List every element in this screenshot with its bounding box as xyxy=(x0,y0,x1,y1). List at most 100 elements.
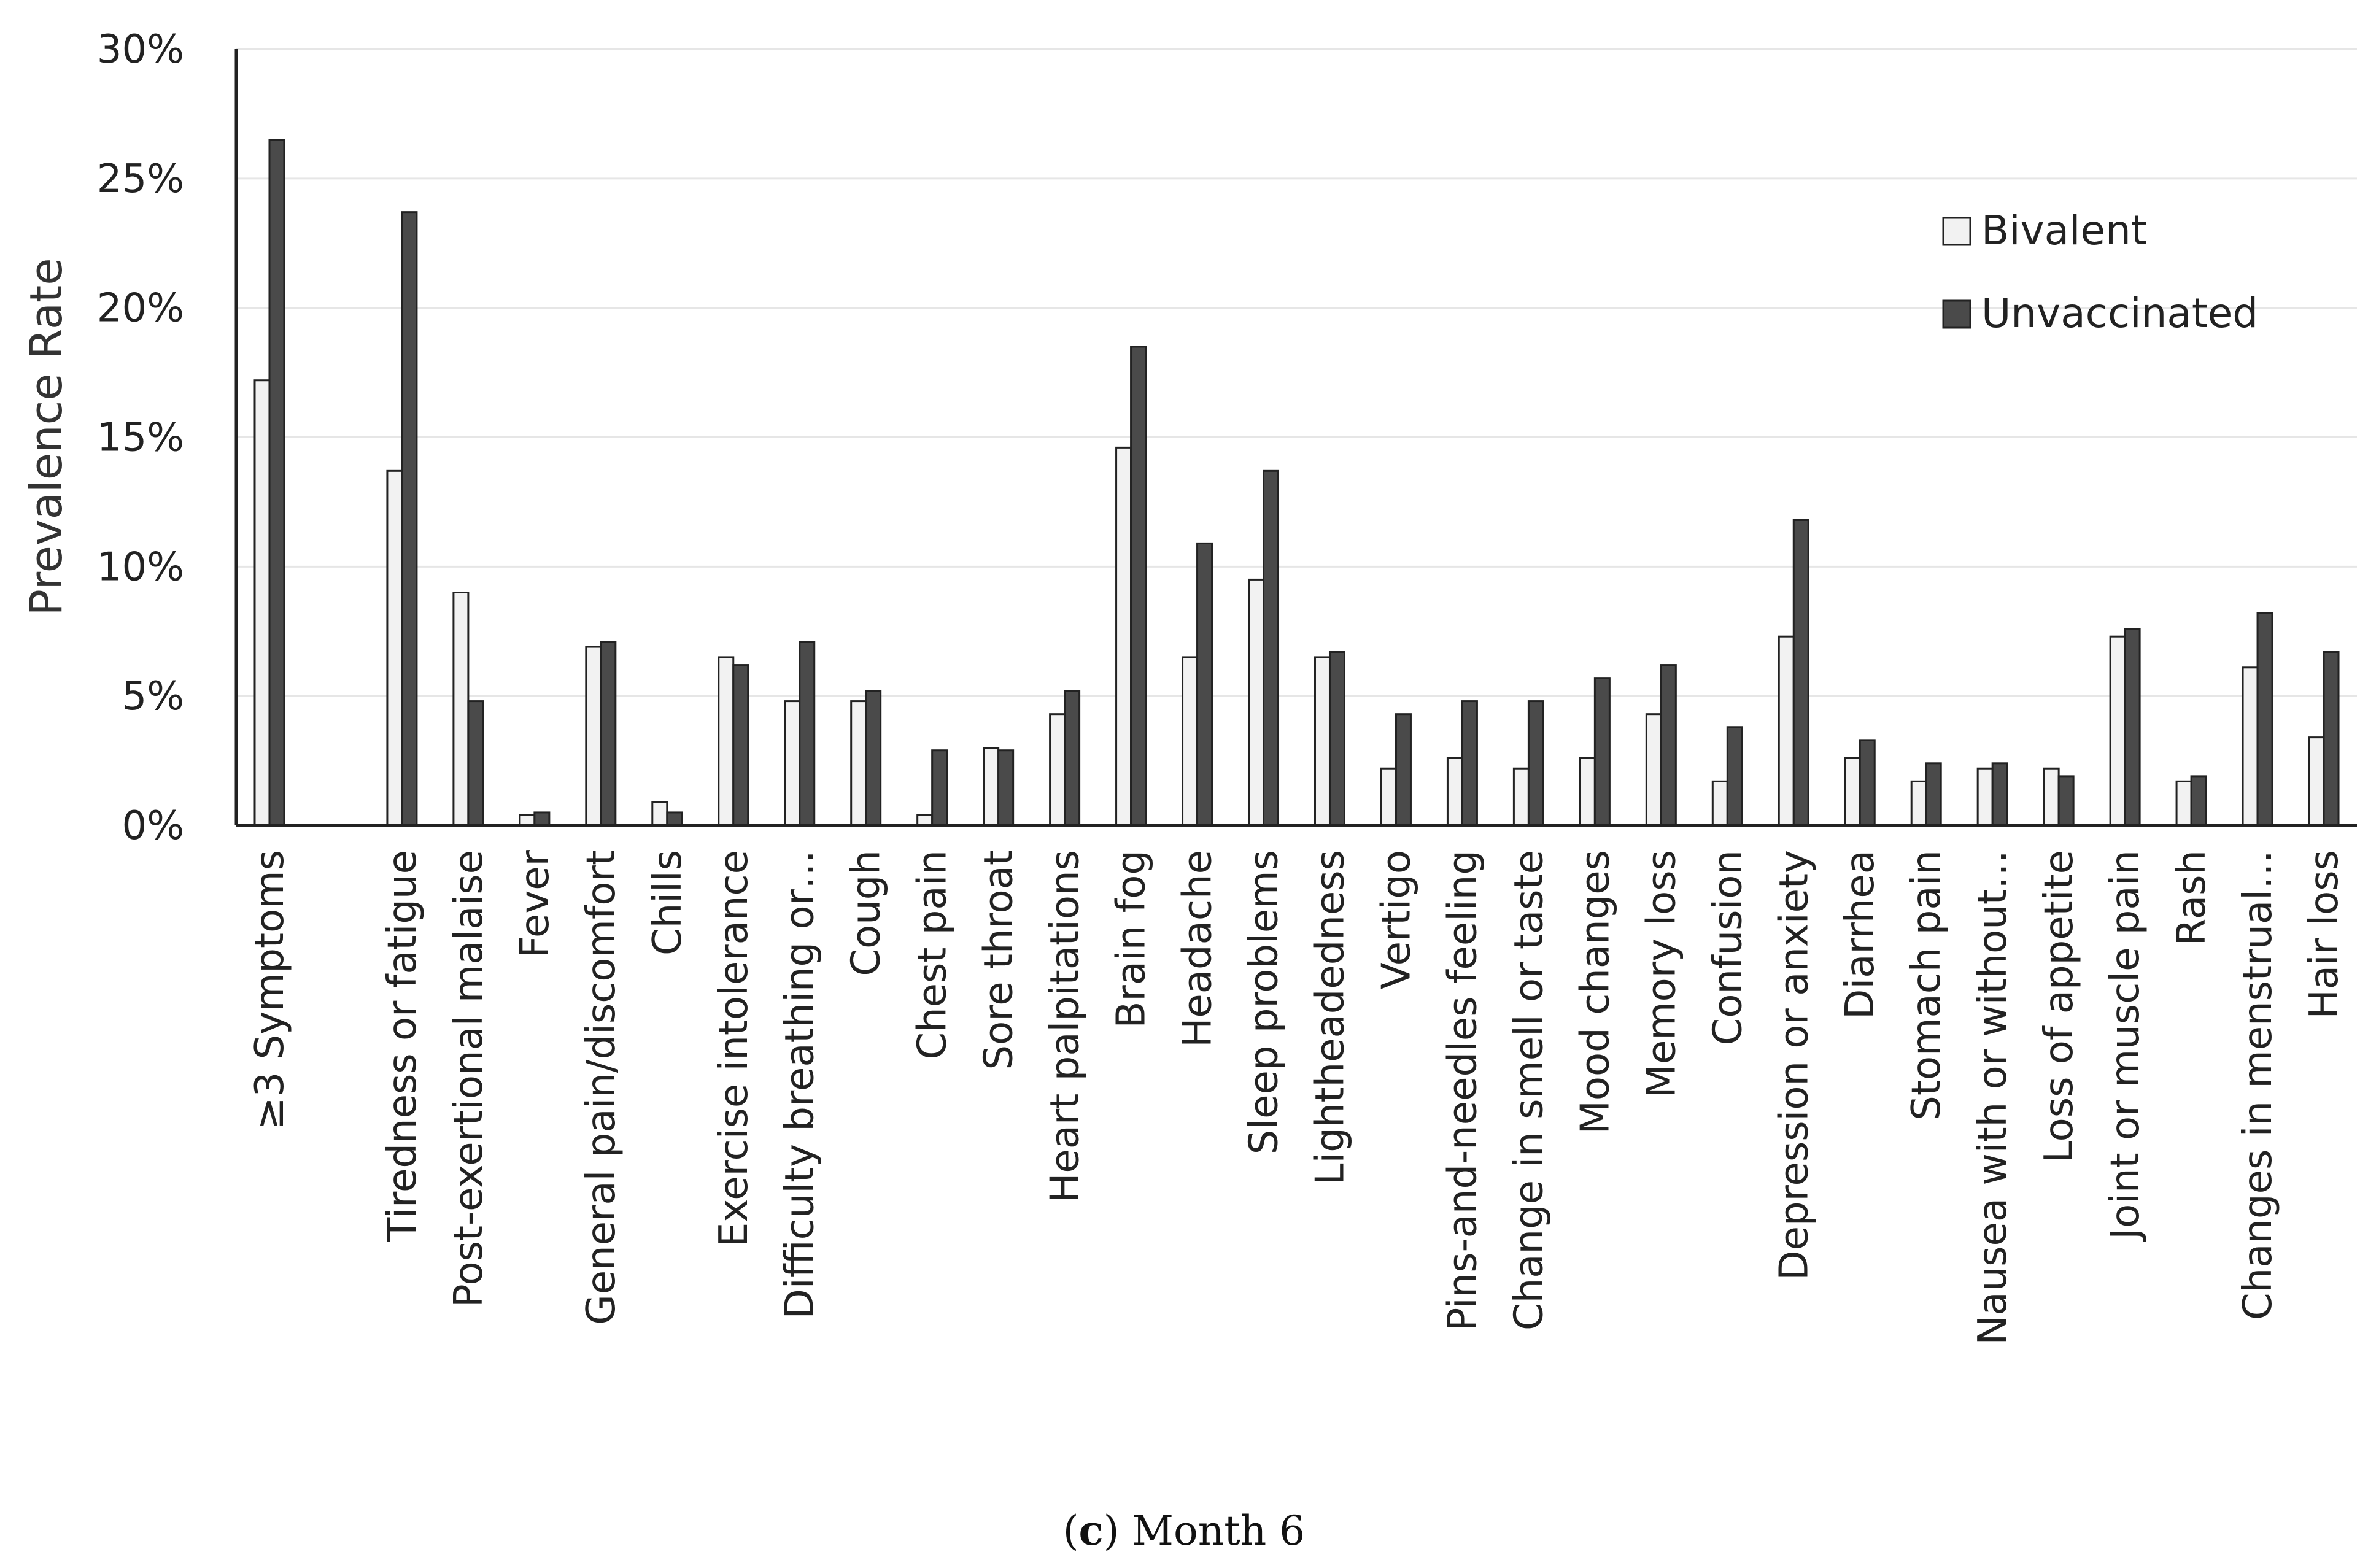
bar-bivalent xyxy=(2308,736,2325,827)
bar-unvaccinated xyxy=(2124,628,2141,827)
caption-text: Month 6 xyxy=(1132,1507,1306,1554)
bar-bivalent xyxy=(1512,767,1530,827)
x-tick-label: Confusion xyxy=(1705,850,1751,1045)
x-tick-label: Pins-and-needles feeling xyxy=(1440,850,1485,1331)
figure-caption: (c) Month 6 xyxy=(1062,1507,1306,1554)
bar-bivalent xyxy=(850,700,867,827)
bar-unvaccinated xyxy=(1726,726,1743,827)
x-tick-label: Change in smell or taste xyxy=(1506,850,1552,1330)
bar-bivalent xyxy=(1049,713,1066,827)
bar-unvaccinated xyxy=(1064,690,1081,827)
x-tick-label: Sleep problems xyxy=(1242,850,1287,1154)
bar-unvaccinated xyxy=(467,700,484,827)
bar-unvaccinated xyxy=(1991,762,2008,827)
bar-unvaccinated xyxy=(1328,651,1345,827)
axes xyxy=(234,49,2357,827)
bar-unvaccinated xyxy=(533,811,551,827)
x-tick-label: Memory loss xyxy=(1639,850,1684,1098)
x-tick-label: Cough xyxy=(844,850,889,976)
x-tick-label: Vertigo xyxy=(1374,850,1419,989)
x-tick-label: Exercise intolerance xyxy=(711,850,757,1247)
bar-unvaccinated xyxy=(2256,612,2273,827)
bar-unvaccinated xyxy=(1859,739,1876,827)
bar-unvaccinated xyxy=(401,211,418,827)
y-tick-label: 30% xyxy=(97,27,184,72)
x-tick-label: Rash xyxy=(2169,850,2215,946)
x-tick-label: General pain/discomfort xyxy=(579,850,624,1325)
bar-unvaccinated xyxy=(997,749,1015,827)
bar-bivalent xyxy=(1778,635,1795,827)
bar-unvaccinated xyxy=(268,139,285,827)
x-tick-label: Loss of appetite xyxy=(2037,850,2082,1163)
x-tick-label: Headache xyxy=(1175,850,1221,1048)
bar-bivalent xyxy=(651,801,668,827)
x-tick-label: Brain fog xyxy=(1109,850,1155,1028)
x-tick-label: Diarrhea xyxy=(1838,850,1883,1019)
x-tick-label: Tiredness or fatigue xyxy=(380,850,425,1242)
x-tick-label: Lightheadedness xyxy=(1307,850,1353,1185)
bar-unvaccinated xyxy=(666,811,683,827)
legend: Bivalent Unvaccinated xyxy=(1942,207,2258,337)
y-axis-title: Prevalence Rate xyxy=(20,258,72,616)
bar-bivalent xyxy=(519,814,536,827)
x-tick-label: Post-exertional malaise xyxy=(446,850,492,1308)
legend-swatch-bivalent xyxy=(1942,217,1971,246)
caption-letter: c xyxy=(1078,1507,1104,1554)
y-tick-label: 0% xyxy=(122,803,184,849)
bar-unvaccinated xyxy=(1792,519,1809,827)
bar-bivalent xyxy=(1910,780,1927,827)
bar-unvaccinated xyxy=(732,664,749,827)
legend-label-bivalent: Bivalent xyxy=(1981,207,2147,254)
bar-unvaccinated xyxy=(1593,677,1611,827)
bars xyxy=(253,139,2340,827)
bar-bivalent xyxy=(253,379,271,827)
bar-bivalent xyxy=(1976,767,1994,827)
bar-bivalent xyxy=(1314,656,1331,827)
bar-unvaccinated xyxy=(1925,762,1942,827)
bar-bivalent xyxy=(916,814,934,827)
x-tick-label: Heart palpitations xyxy=(1043,850,1088,1203)
bar-unvaccinated xyxy=(1395,713,1412,827)
bar-unvaccinated xyxy=(799,641,816,827)
bar-bivalent xyxy=(1645,713,1662,827)
x-tick-label: Chills xyxy=(645,850,691,956)
y-tick-label: 10% xyxy=(97,544,184,590)
bar-bivalent xyxy=(2109,635,2126,827)
bar-bivalent xyxy=(1844,757,1861,827)
bar-bivalent xyxy=(1579,757,1596,827)
bar-bivalent xyxy=(2242,666,2259,827)
x-tick-label: Changes in menstrual… xyxy=(2235,850,2281,1320)
bar-bivalent xyxy=(452,592,470,827)
bar-bivalent xyxy=(1711,780,1728,827)
y-tick-label: 20% xyxy=(97,286,184,331)
bar-unvaccinated xyxy=(1527,700,1544,827)
bar-unvaccinated xyxy=(1263,469,1280,827)
bar-unvaccinated xyxy=(931,749,948,827)
x-tick-label: ≥3 Symptoms xyxy=(247,850,293,1130)
bar-bivalent xyxy=(1446,757,1463,827)
bar-unvaccinated xyxy=(2323,651,2340,827)
gridlines xyxy=(236,48,2357,697)
x-tick-label: Mood changes xyxy=(1573,850,1618,1134)
bar-unvaccinated xyxy=(1130,346,1147,827)
x-tick-labels: ≥3 Symptoms Tiredness or fatigue Post-exer… xyxy=(247,849,2347,1345)
bar-bivalent xyxy=(718,656,735,827)
bar-unvaccinated xyxy=(1196,542,1213,827)
x-tick-label: Fever xyxy=(513,849,558,958)
bar-bivalent xyxy=(1380,767,1397,827)
bar-bivalent xyxy=(1115,446,1132,827)
bar-bivalent xyxy=(2175,780,2192,827)
x-tick-label: Stomach pain xyxy=(1904,850,1949,1121)
bar-bivalent xyxy=(386,469,403,827)
y-tick-label: 5% xyxy=(122,674,184,719)
legend-swatch-unvaccinated xyxy=(1942,299,1971,329)
bar-unvaccinated xyxy=(1660,664,1677,827)
bar-unvaccinated xyxy=(1461,700,1478,827)
x-tick-label: Joint or muscle pain xyxy=(2103,850,2148,1242)
x-tick-label: Difficulty breathing or… xyxy=(778,850,823,1319)
bar-unvaccinated xyxy=(2190,775,2207,827)
bar-unvaccinated xyxy=(2057,775,2075,827)
bar-unvaccinated xyxy=(865,690,882,827)
x-tick-label: Hair loss xyxy=(2302,850,2347,1019)
y-tick-label: 25% xyxy=(97,156,184,202)
